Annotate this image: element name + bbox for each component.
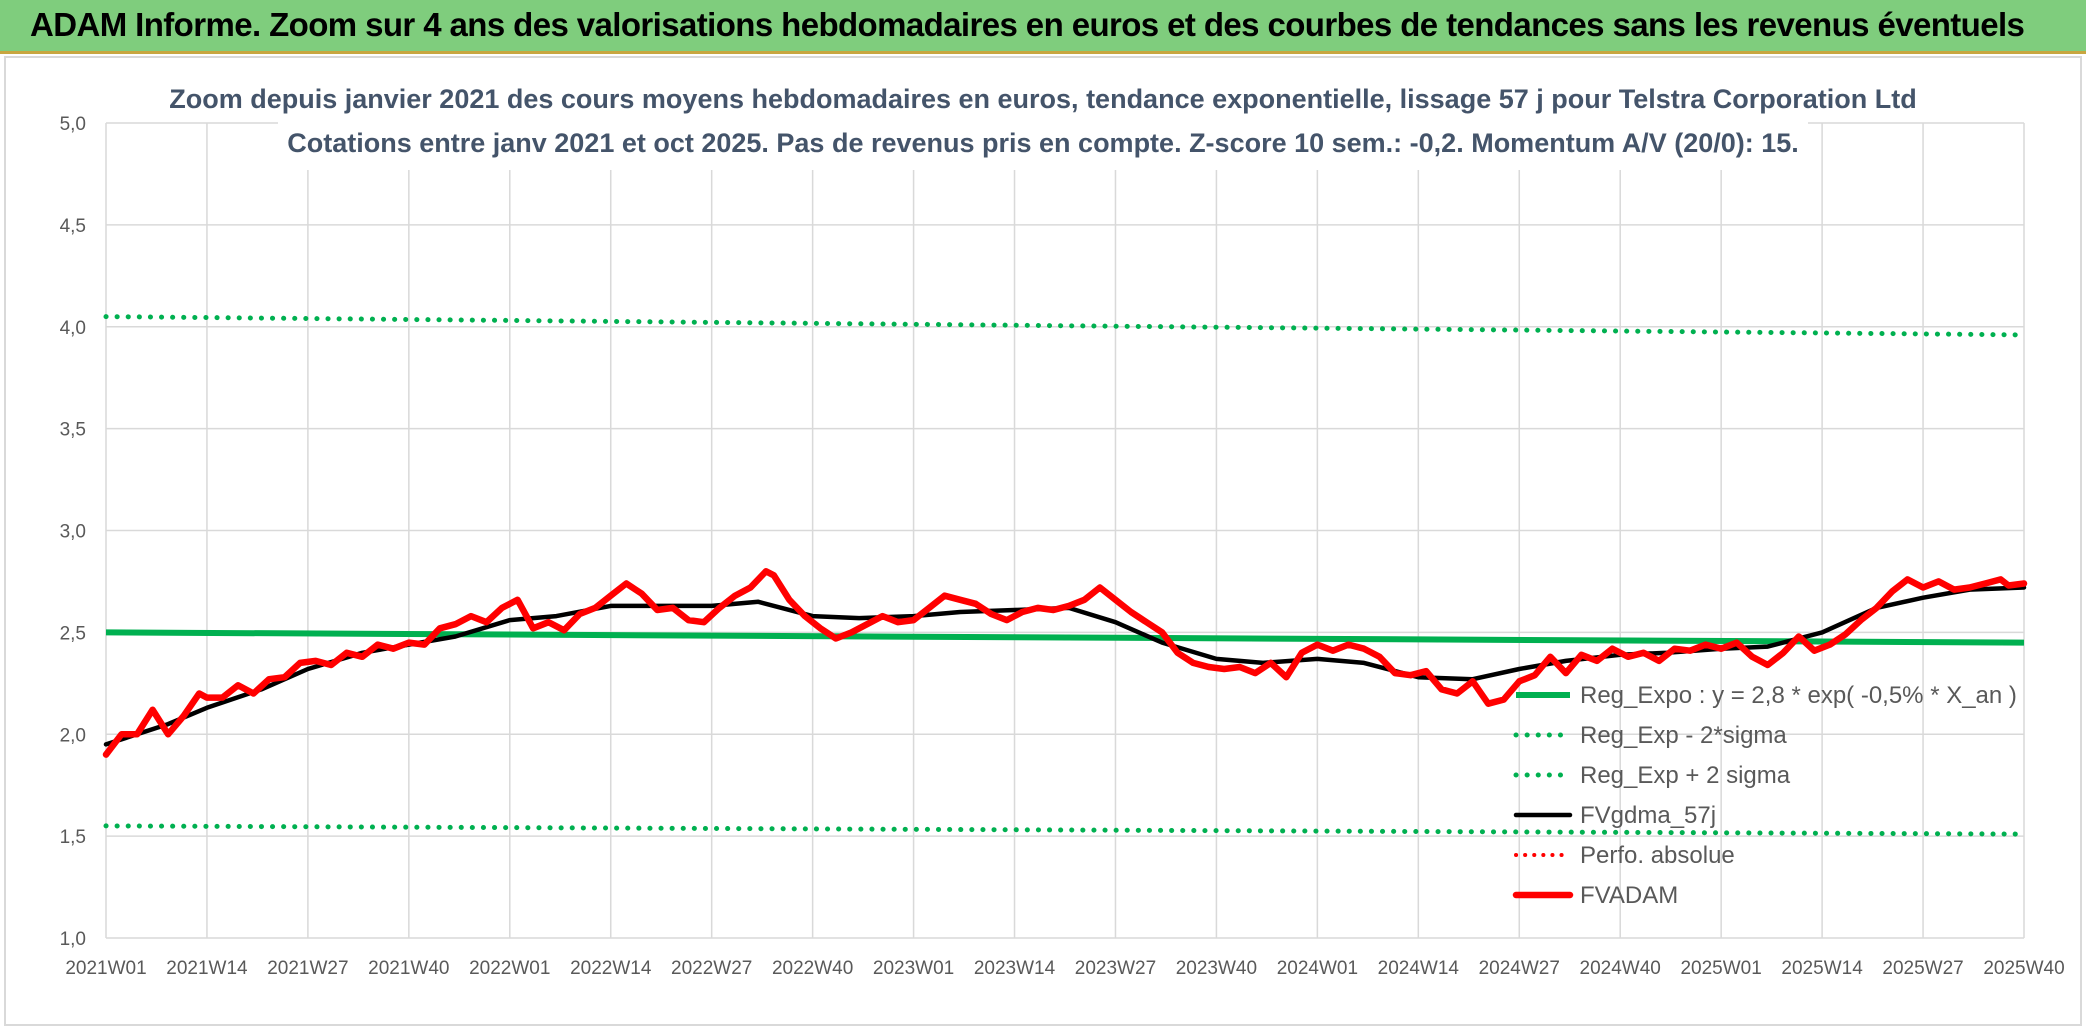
y-tick-label: 5,0 (60, 114, 86, 135)
series-group (102, 314, 2028, 837)
series-line-3 (103, 585, 2027, 747)
x-tick-label: 2021W01 (65, 958, 146, 979)
x-tick-label: 2024W01 (1277, 958, 1358, 979)
x-tick-label: 2022W01 (469, 958, 550, 979)
series-line-1 (103, 823, 2027, 837)
header-bar: ADAM Informe. Zoom sur 4 ans des valoris… (0, 0, 2086, 54)
y-tick-label: 4,0 (60, 318, 86, 339)
x-tick-label: 2025W14 (1781, 958, 1863, 979)
chart-title-line1: Zoom depuis janvier 2021 des cours moyen… (169, 84, 1917, 114)
chart-frame (4, 56, 2082, 1026)
x-tick-label: 2024W27 (1479, 958, 1560, 979)
legend-label: Reg_Exp - 2*sigma (1580, 722, 1787, 749)
y-tick-label: 1,0 (60, 929, 86, 950)
x-tick-label: 2025W01 (1680, 958, 1761, 979)
x-tick-label: 2022W14 (570, 958, 652, 979)
y-tick-label: 1,5 (60, 827, 86, 848)
legend: Reg_Expo : y = 2,8 * exp( -0,5% * X_an )… (1512, 682, 2017, 909)
legend-label: FVADAM (1580, 882, 1678, 909)
legend-label: Reg_Expo : y = 2,8 * exp( -0,5% * X_an ) (1580, 682, 2017, 709)
x-axis: 2021W01 2021W14 2021W27 2021W40 2022W01 2022W… (65, 958, 2064, 979)
legend-label: FVgdma_57j (1580, 802, 1716, 829)
x-tick-label: 2025W27 (1882, 958, 1963, 979)
x-tick-label: 2022W40 (772, 958, 853, 979)
series-line-0 (105, 629, 2025, 646)
y-tick-label: 4,5 (60, 216, 86, 237)
x-tick-label: 2021W14 (166, 958, 248, 979)
y-axis: 1,0 1,5 2,0 2,5 3,0 3,5 4,0 4,5 5,0 (60, 114, 86, 950)
series-line-2 (103, 314, 2027, 338)
x-tick-label: 2024W14 (1378, 958, 1460, 979)
y-tick-label: 3,5 (60, 420, 86, 441)
x-tick-label: 2022W27 (671, 958, 752, 979)
header-title: ADAM Informe. Zoom sur 4 ans des valoris… (30, 6, 2025, 43)
title-background (278, 80, 1808, 170)
legend-label: Reg_Exp + 2 sigma (1580, 762, 1791, 789)
y-tick-label: 3,0 (60, 522, 86, 543)
x-tick-label: 2025W40 (1983, 958, 2064, 979)
y-tick-label: 2,0 (60, 725, 86, 746)
grid (105, 122, 2025, 939)
x-tick-label: 2021W27 (267, 958, 348, 979)
x-tick-label: 2023W27 (1075, 958, 1156, 979)
series-line-5 (102, 568, 2028, 758)
legend-label: Perfo. absolue (1580, 842, 1735, 869)
y-tick-label: 2,5 (60, 623, 86, 644)
x-tick-label: 2023W40 (1176, 958, 1257, 979)
x-tick-label: 2023W14 (974, 958, 1056, 979)
x-tick-label: 2023W01 (873, 958, 954, 979)
x-tick-label: 2021W40 (368, 958, 449, 979)
x-tick-label: 2024W40 (1580, 958, 1661, 979)
chart-title-line2: Cotations entre janv 2021 et oct 2025. P… (287, 128, 1799, 158)
